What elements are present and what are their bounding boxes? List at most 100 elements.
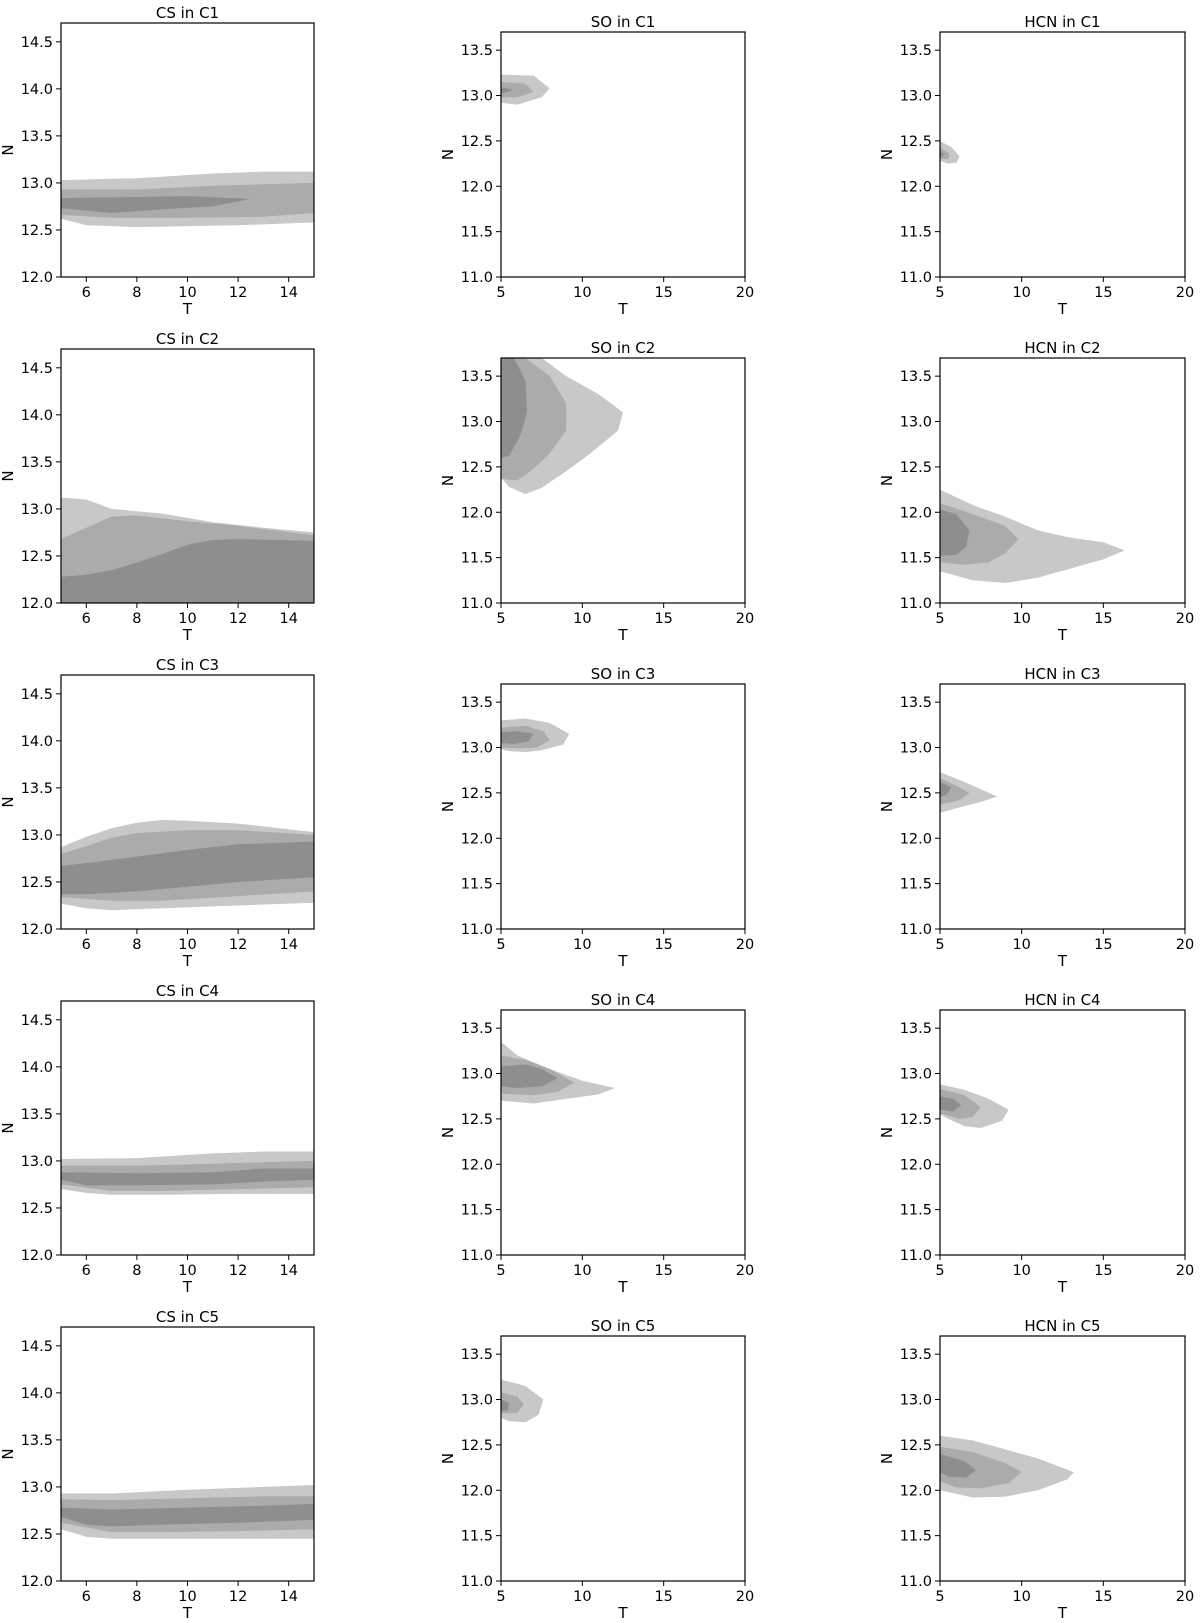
y-tick-label: 12.5 [900, 134, 932, 150]
panel-title: SO in C3 [591, 665, 656, 683]
x-axis-label: T [182, 1604, 193, 1622]
y-tick-label: 13.5 [21, 455, 53, 471]
plot-area [940, 684, 1185, 929]
y-tick-label: 12.0 [21, 922, 53, 938]
x-axis-label: T [182, 952, 193, 970]
y-tick-label: 11.0 [900, 1574, 932, 1590]
x-tick-label: 14 [279, 1263, 297, 1279]
y-axis-label: N [439, 801, 457, 812]
y-tick-label: 13.0 [21, 502, 53, 518]
y-tick-label: 13.5 [21, 129, 53, 145]
y-tick-label: 13.0 [21, 176, 53, 192]
y-tick-label: 14.5 [21, 687, 53, 703]
contour-level-3 [940, 1096, 962, 1112]
x-axis-label: T [1057, 1278, 1068, 1296]
x-tick-label: 10 [573, 1589, 591, 1605]
y-tick-label: 13.5 [21, 781, 53, 797]
y-tick-label: 11.0 [900, 1248, 932, 1264]
y-tick-label: 14.0 [21, 734, 53, 750]
x-tick-label: 5 [496, 285, 505, 301]
contour-level-3 [501, 731, 534, 744]
y-tick-label: 12.0 [900, 179, 932, 195]
axes-frame [939, 357, 1186, 604]
y-tick-label: 11.5 [461, 1203, 493, 1219]
x-tick-label: 5 [496, 1589, 505, 1605]
plot-area [940, 32, 1185, 277]
contour-level-1 [940, 772, 998, 813]
x-tick-label: 20 [736, 285, 754, 301]
panel-title: SO in C4 [591, 991, 656, 1009]
x-axis-label: T [1057, 1604, 1068, 1622]
plot-area [61, 1001, 314, 1255]
x-tick-label: 15 [1094, 611, 1112, 627]
panel-hcn-in-c4: 5 10 15 20 11.0 11.5 12.0 12.5 13.0 13.5 HCN in C4… [878, 991, 1194, 1296]
y-tick-label: 13.0 [21, 1480, 53, 1496]
panel-hcn-in-c5: 5 10 15 20 11.0 11.5 12.0 12.5 13.0 13.5 HCN in C5… [878, 1317, 1194, 1622]
y-tick-label: 13.5 [900, 43, 932, 59]
x-tick-label: 6 [82, 1263, 91, 1279]
plot-area [940, 1010, 1185, 1255]
y-tick-label: 12.0 [900, 1483, 932, 1499]
y-tick-label: 12.5 [21, 1527, 53, 1543]
y-tick-label: 13.0 [900, 1067, 932, 1083]
x-tick-label: 15 [654, 611, 672, 627]
x-tick-label: 12 [229, 285, 247, 301]
x-tick-label: 14 [279, 937, 297, 953]
y-tick-label: 14.5 [21, 1013, 53, 1029]
x-tick-label: 10 [178, 1263, 196, 1279]
x-tick-label: 20 [1176, 611, 1194, 627]
x-tick-label: 5 [935, 611, 944, 627]
panel-title: SO in C1 [591, 13, 656, 31]
y-axis-label: N [878, 801, 896, 812]
y-axis-label: N [878, 1453, 896, 1464]
x-axis-label: T [182, 1278, 193, 1296]
panel-title: HCN in C5 [1024, 1317, 1100, 1335]
x-tick-label: 5 [935, 1589, 944, 1605]
panel-title: HCN in C2 [1024, 339, 1100, 357]
y-tick-label: 13.5 [461, 369, 493, 385]
x-tick-label: 10 [178, 1589, 196, 1605]
y-tick-label: 11.5 [461, 1529, 493, 1545]
axes-frame [939, 1335, 1186, 1582]
x-tick-label: 10 [178, 937, 196, 953]
panel-so-in-c2: 5 10 15 20 11.0 11.5 12.0 12.5 13.0 13.5 SO in C2 T… [439, 339, 754, 644]
x-tick-label: 15 [654, 1589, 672, 1605]
x-tick-label: 20 [736, 937, 754, 953]
y-tick-label: 13.0 [900, 1393, 932, 1409]
y-tick-label: 13.5 [21, 1433, 53, 1449]
contour-level-2 [940, 778, 970, 805]
y-tick-label: 11.0 [900, 270, 932, 286]
x-tick-label: 8 [132, 285, 141, 301]
x-tick-label: 12 [229, 937, 247, 953]
panel-hcn-in-c2: 5 10 15 20 11.0 11.5 12.0 12.5 13.0 13.5 HCN in C2… [878, 339, 1194, 644]
contour-level-2 [940, 147, 950, 159]
x-axis-label: T [1057, 300, 1068, 318]
x-tick-label: 20 [736, 1263, 754, 1279]
y-tick-label: 12.5 [461, 134, 493, 150]
axes-frame [500, 31, 746, 278]
x-tick-label: 15 [1094, 937, 1112, 953]
panel-cs-in-c4: 6 8 10 12 14 12.0 12.5 13.0 13.5 14.0 14.5 CS in C4… [0, 982, 315, 1296]
y-tick-label: 11.5 [461, 225, 493, 241]
x-tick-label: 15 [1094, 1589, 1112, 1605]
x-axis-label: T [1057, 952, 1068, 970]
y-tick-label: 13.0 [21, 1154, 53, 1170]
x-tick-label: 15 [654, 285, 672, 301]
contour-level-3 [940, 151, 945, 158]
panel-title: SO in C5 [591, 1317, 656, 1335]
y-tick-label: 13.0 [900, 89, 932, 105]
y-tick-label: 12.0 [21, 1248, 53, 1264]
y-tick-label: 13.5 [900, 695, 932, 711]
x-tick-label: 14 [279, 285, 297, 301]
y-tick-label: 14.5 [21, 361, 53, 377]
y-tick-label: 12.0 [900, 505, 932, 521]
y-axis-label: N [439, 1127, 457, 1138]
y-tick-label: 11.5 [900, 877, 932, 893]
x-tick-label: 10 [178, 611, 196, 627]
x-tick-label: 12 [229, 1263, 247, 1279]
x-tick-label: 8 [132, 1589, 141, 1605]
y-axis-label: N [0, 144, 17, 155]
contour-level-3 [501, 1064, 558, 1088]
y-tick-label: 13.0 [461, 89, 493, 105]
y-tick-label: 13.5 [461, 43, 493, 59]
